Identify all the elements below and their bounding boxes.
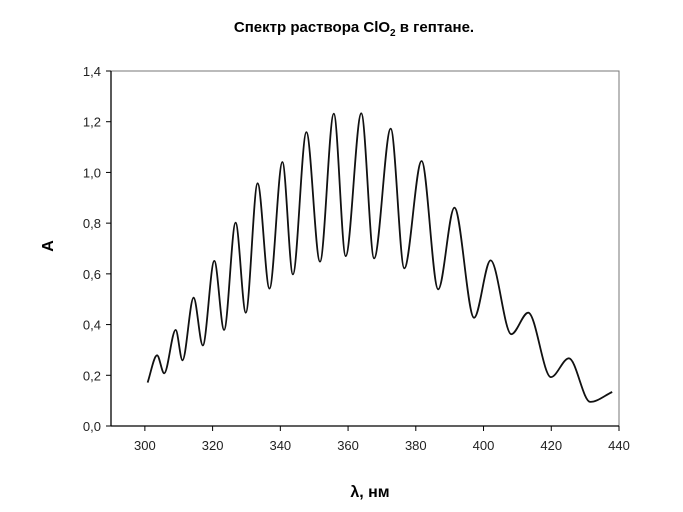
y-tick-label: 0,0 [83,419,101,434]
x-axis-label: λ, нм [350,484,389,501]
plot-frame [110,70,620,427]
x-tick-label: 340 [269,438,291,453]
x-tick-label: 440 [608,438,630,453]
y-tick-label: 0,8 [83,216,101,231]
x-tick-label: 420 [540,438,562,453]
y-axis-label: A [40,240,57,252]
x-tick-label: 320 [202,438,224,453]
spectrum-line [146,112,613,403]
x-tick-label: 380 [405,438,427,453]
y-tick-label: 1,0 [83,165,101,180]
chart-title: Спектр раствора ClO2 в гептане. [234,19,474,39]
x-tick-label: 300 [134,438,156,453]
y-tick-label: 1,4 [83,64,101,79]
y-tick-label: 0,2 [83,368,101,383]
y-tick-label: 0,4 [83,318,101,333]
x-tick-label: 400 [473,438,495,453]
x-tick-label: 360 [337,438,359,453]
y-tick-label: 1,2 [83,115,101,130]
y-tick-label: 0,6 [83,267,101,282]
